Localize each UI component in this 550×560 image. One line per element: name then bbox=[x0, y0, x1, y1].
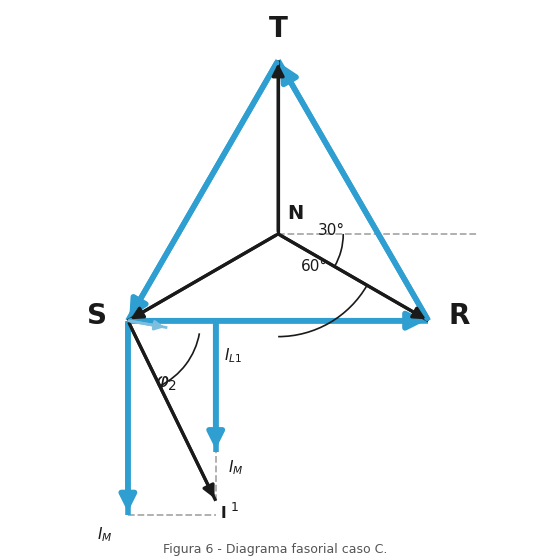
Text: R: R bbox=[448, 302, 470, 330]
Text: Figura 6 - Diagrama fasorial caso C.: Figura 6 - Diagrama fasorial caso C. bbox=[163, 543, 387, 556]
Text: N: N bbox=[287, 204, 303, 223]
Text: I: I bbox=[221, 506, 227, 521]
Text: 1: 1 bbox=[230, 501, 239, 514]
Text: 30°: 30° bbox=[318, 223, 345, 237]
Text: 60°: 60° bbox=[301, 259, 328, 274]
Text: $I_M$: $I_M$ bbox=[97, 525, 113, 544]
Text: $I_{L1}$: $I_{L1}$ bbox=[224, 347, 243, 365]
Text: S: S bbox=[86, 302, 107, 330]
Text: $\varphi_2$: $\varphi_2$ bbox=[156, 374, 178, 393]
Text: T: T bbox=[269, 15, 288, 43]
Text: $I_M$: $I_M$ bbox=[228, 459, 244, 477]
